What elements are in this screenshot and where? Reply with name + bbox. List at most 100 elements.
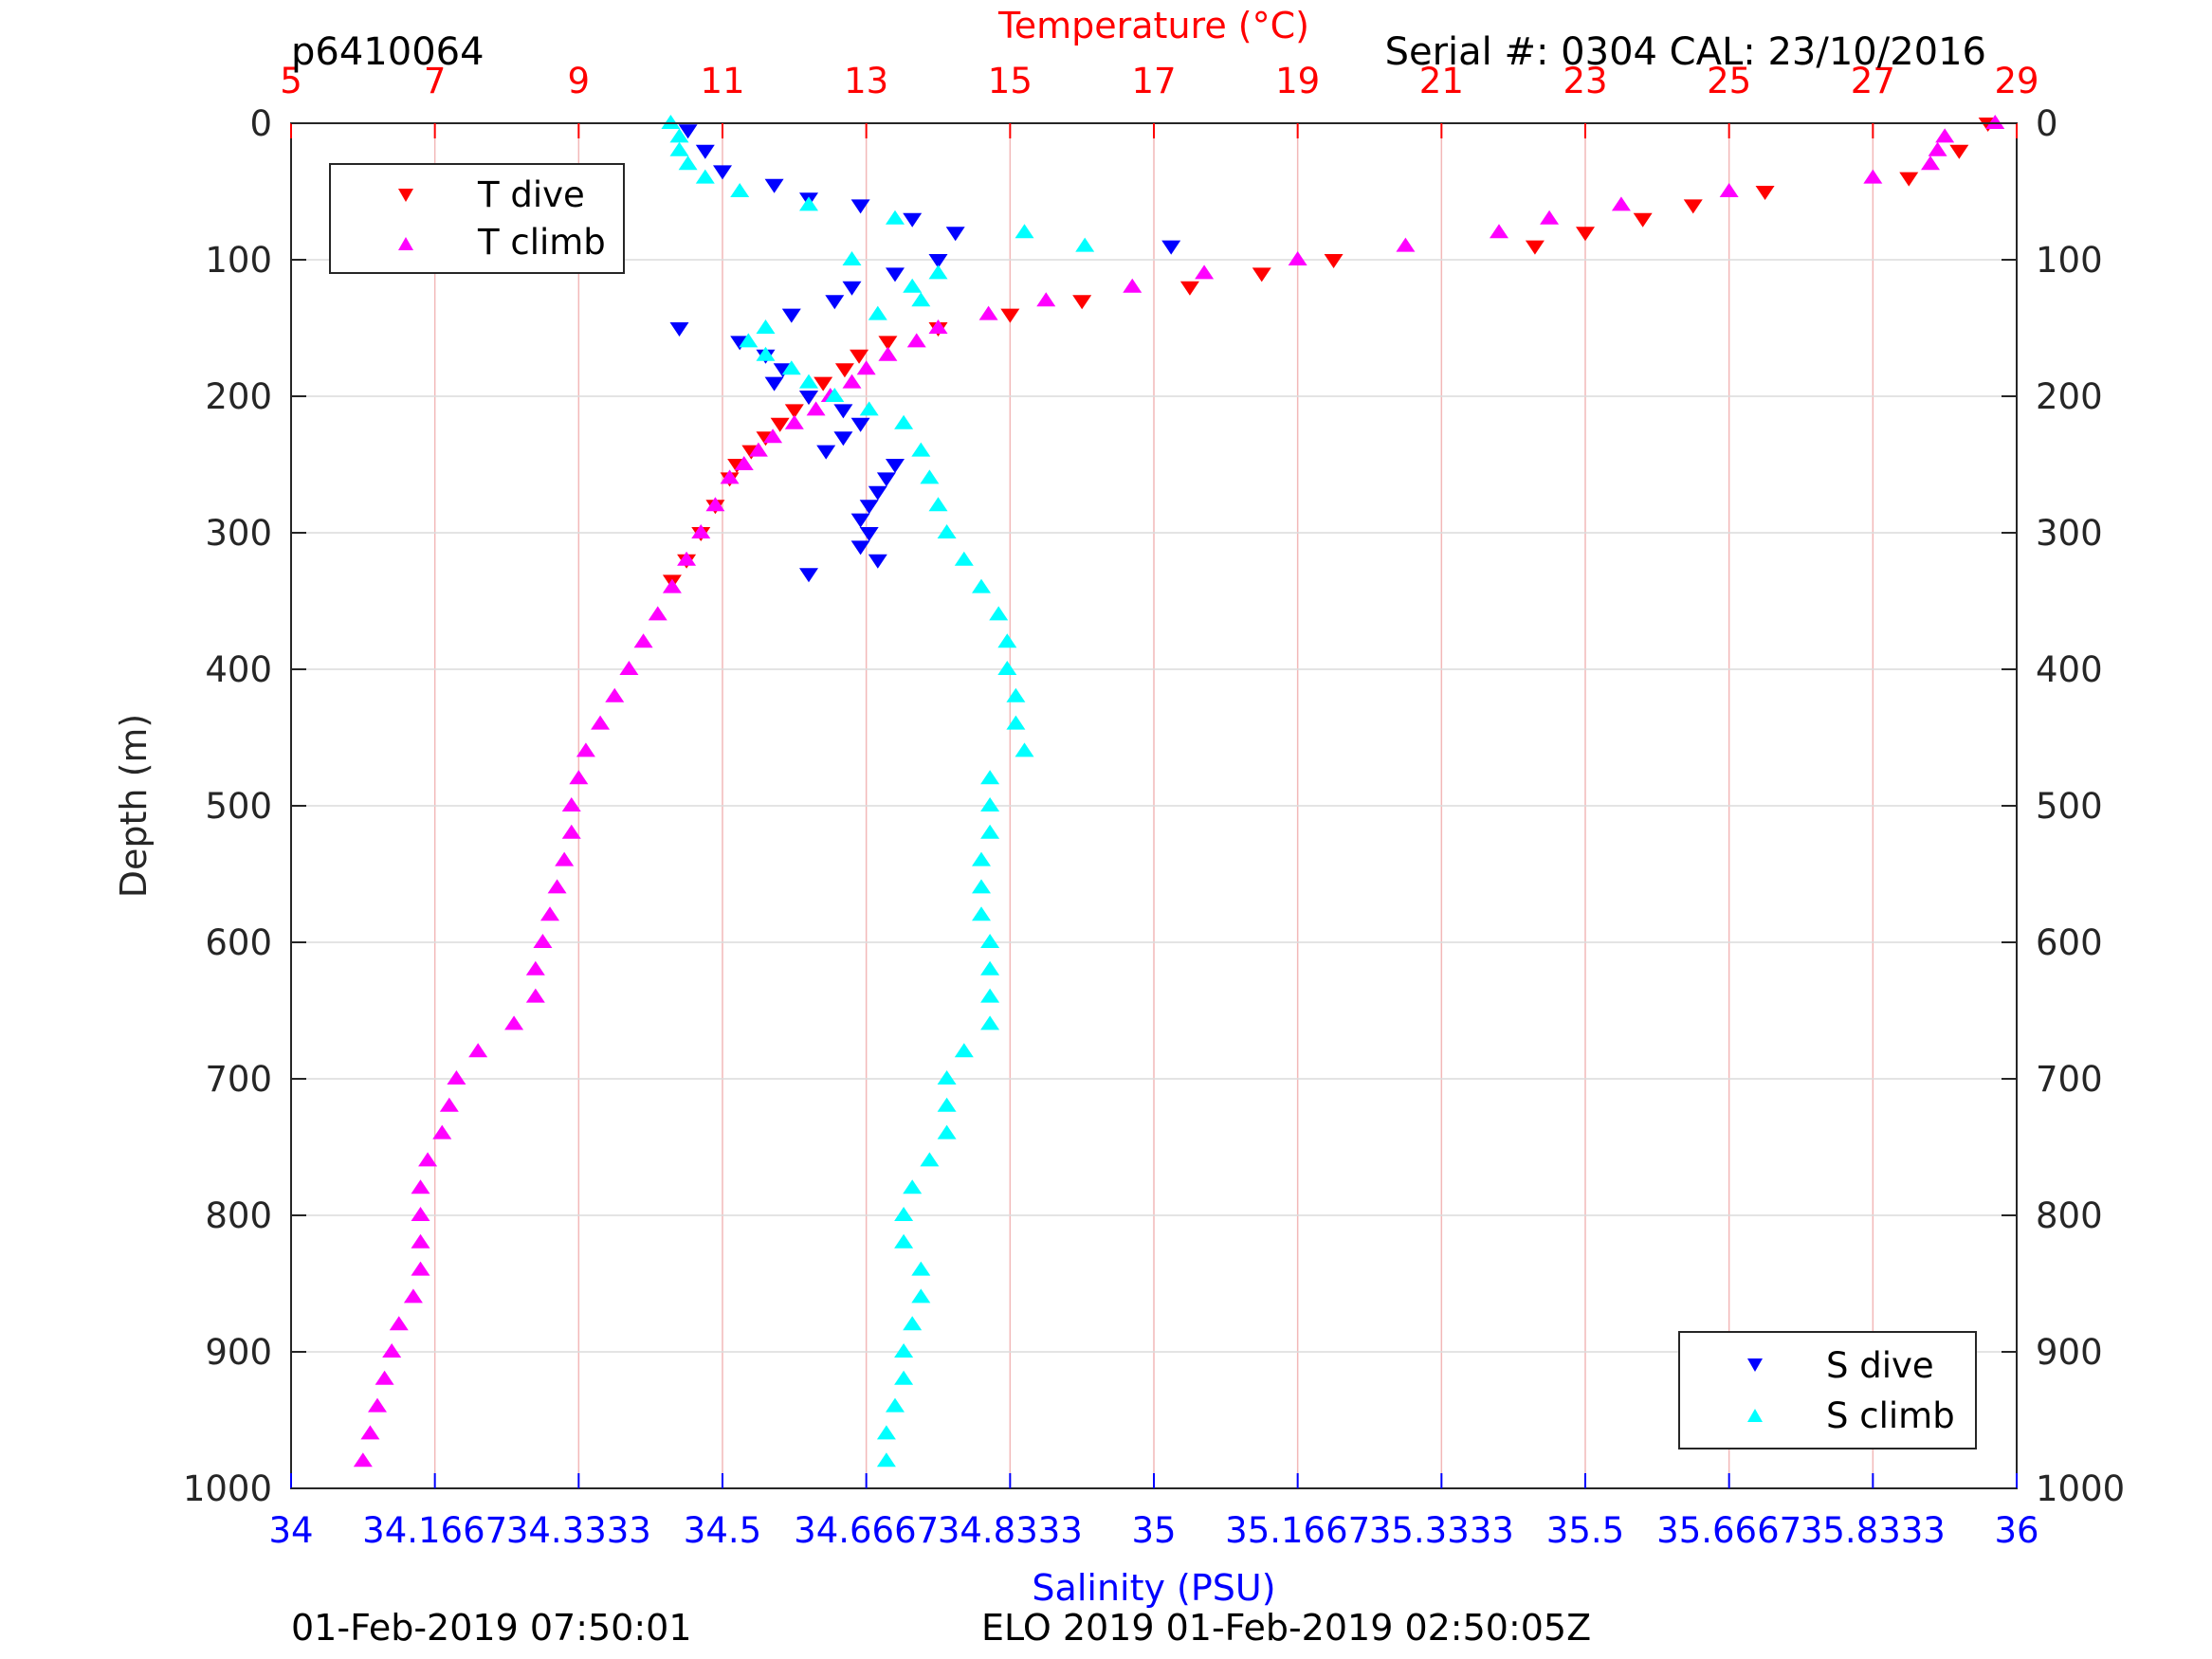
data-point [1899, 172, 1919, 187]
data-point [1633, 212, 1653, 228]
data-point [825, 388, 845, 402]
data-point [669, 322, 689, 337]
depth-tick-label-left: 300 [205, 513, 272, 554]
legend-s-climb-marker [1747, 1409, 1763, 1422]
data-point [763, 428, 783, 444]
data-point [903, 1179, 923, 1194]
data-point [906, 333, 926, 348]
data-point [850, 513, 870, 528]
temperature-axis-title: Temperature (°C) [997, 5, 1309, 46]
data-point [691, 524, 711, 538]
salinity-tick-label: 35.6667 [1656, 1510, 1801, 1551]
data-point [911, 1288, 931, 1304]
temperature-tick-label: 5 [280, 61, 302, 101]
data-point [525, 960, 545, 975]
data-point [540, 906, 559, 921]
depth-tick-label-left: 400 [205, 649, 272, 690]
depth-tick-label-right: 900 [2036, 1332, 2103, 1373]
data-point [980, 824, 1000, 839]
data-point [997, 661, 1017, 675]
data-point [799, 196, 818, 211]
data-point [842, 281, 862, 296]
data-point [972, 906, 991, 921]
data-point [937, 524, 957, 538]
data-point [859, 401, 879, 416]
plot-area [353, 115, 2005, 1468]
data-point [764, 178, 784, 193]
data-point [903, 212, 923, 228]
data-point [591, 715, 611, 730]
data-point [705, 497, 725, 512]
data-point [1683, 199, 1703, 214]
temperature-tick-label: 23 [1563, 61, 1607, 101]
data-point [894, 414, 914, 429]
data-point [886, 267, 905, 283]
depth-axis-title: Depth (m) [113, 714, 155, 899]
temperature-tick-label: 7 [424, 61, 447, 101]
depth-tick-label-left: 900 [205, 1332, 272, 1373]
data-point [547, 879, 567, 894]
series-t-climb [353, 115, 2005, 1468]
data-point [928, 254, 948, 268]
data-point [980, 988, 1000, 1003]
data-point [784, 414, 804, 429]
data-point [980, 797, 1000, 811]
data-point [886, 1397, 905, 1413]
data-point [418, 1152, 438, 1167]
legend-t-dive-marker [398, 189, 413, 202]
depth-tick-label-right: 800 [2036, 1195, 2103, 1236]
data-point [954, 1043, 974, 1058]
data-point [876, 472, 896, 487]
legend-salinity: S dive S climb [1678, 1331, 1977, 1449]
data-point [850, 349, 869, 364]
depth-tick-label-right: 600 [2036, 922, 2103, 963]
depth-tick-label-right: 300 [2036, 513, 2103, 554]
data-point [859, 500, 879, 515]
depth-tick-label-right: 0 [2036, 103, 2058, 144]
salinity-tick-label: 35.3333 [1369, 1510, 1514, 1551]
data-point [876, 1452, 896, 1468]
data-point [661, 115, 681, 129]
depth-tick-label-left: 0 [249, 103, 272, 144]
data-point [1000, 308, 1020, 323]
data-point [432, 1124, 452, 1139]
data-point [799, 391, 818, 405]
data-point [799, 568, 818, 583]
data-point [980, 770, 1000, 785]
data-point [739, 333, 759, 348]
depth-tick-label-left: 200 [205, 376, 272, 417]
data-point [814, 376, 833, 392]
data-point [1075, 237, 1095, 252]
legend-t-dive-label: T dive [477, 174, 585, 215]
data-point [411, 1179, 430, 1194]
data-point [842, 374, 862, 389]
serial-cal-label: Serial #: 0304 CAL: 23/10/2016 [1385, 30, 1986, 74]
data-point [662, 578, 682, 593]
data-point [1525, 240, 1545, 255]
data-point [1179, 281, 1199, 296]
salinity-tick-label: 34.6667 [794, 1510, 939, 1551]
data-point [1921, 155, 1940, 171]
temperature-tick-label: 15 [988, 61, 1033, 101]
data-point [945, 227, 965, 242]
data-point [1324, 254, 1344, 268]
data-point [806, 401, 826, 416]
legend-s-climb-label: S climb [1826, 1395, 1955, 1436]
data-point [720, 469, 740, 484]
salinity-tick-label: 34.5 [684, 1510, 761, 1551]
data-point [878, 336, 898, 351]
temperature-tick-label: 9 [568, 61, 591, 101]
legend-t-climb-marker [398, 237, 413, 250]
data-point [353, 1452, 373, 1468]
legend-s-dive-label: S dive [1826, 1345, 1934, 1386]
data-point [648, 606, 667, 621]
data-point [678, 155, 698, 171]
data-point [678, 124, 698, 139]
data-point [1015, 224, 1034, 239]
data-point [677, 551, 697, 566]
data-point [799, 374, 818, 389]
data-point [850, 540, 870, 556]
legend-t-climb-label: T climb [477, 222, 606, 263]
data-point [1540, 210, 1560, 225]
